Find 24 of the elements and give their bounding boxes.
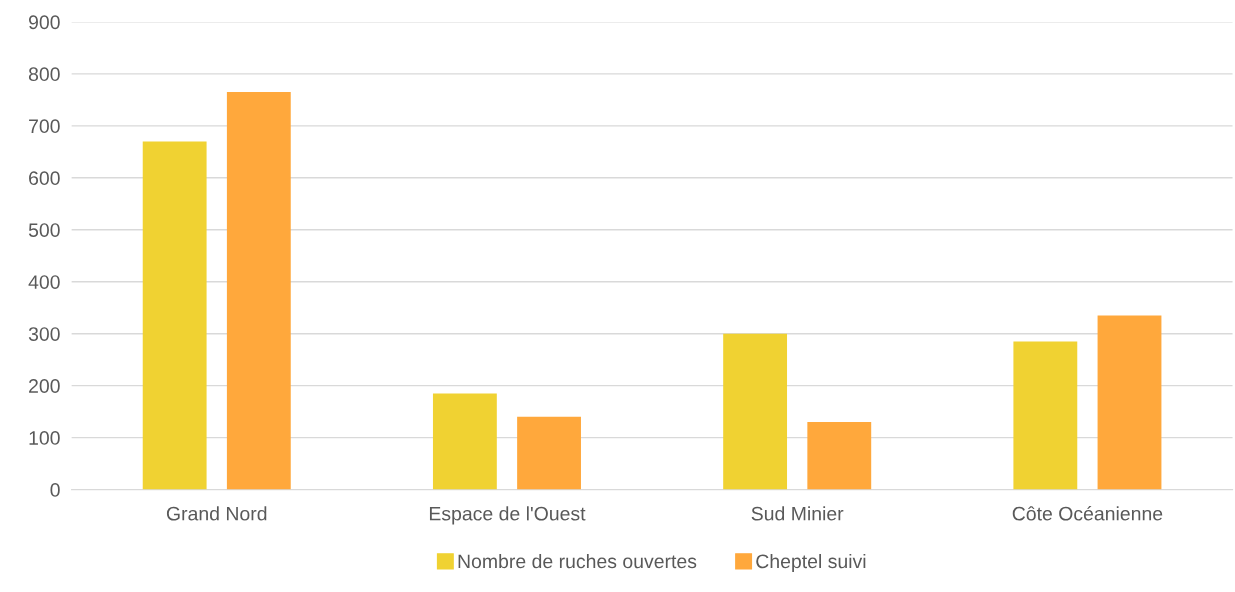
y-tick-label: 800 <box>28 67 60 82</box>
y-tick-label: 600 <box>29 171 60 186</box>
y-tick-label: 0 <box>50 483 60 497</box>
y-tick-label: 100 <box>29 431 60 445</box>
x-tick-label: Espace de l'Ouest <box>429 506 586 525</box>
legend-label: Cheptel suivi <box>756 553 866 573</box>
y-tick-label: 700 <box>29 119 60 134</box>
y-tick-label: 900 <box>28 15 60 30</box>
bar <box>432 393 497 490</box>
bar <box>1097 315 1162 490</box>
x-tick-label: Grand Nord <box>166 506 267 521</box>
x-tick-label: Sud Minier <box>751 506 844 521</box>
bar <box>226 92 291 490</box>
bar <box>1013 341 1078 490</box>
legend-label: Nombre de ruches ouvertes <box>458 553 697 569</box>
bar <box>517 416 581 490</box>
y-tick-label: 200 <box>29 379 60 393</box>
bar <box>723 333 788 490</box>
y-tick-label: 500 <box>28 223 60 237</box>
x-tick-label: Côte Océanienne <box>1012 506 1163 521</box>
bar <box>142 141 207 490</box>
bar <box>807 422 872 490</box>
y-tick-label: 300 <box>28 327 60 341</box>
y-tick-label: 400 <box>28 275 60 289</box>
